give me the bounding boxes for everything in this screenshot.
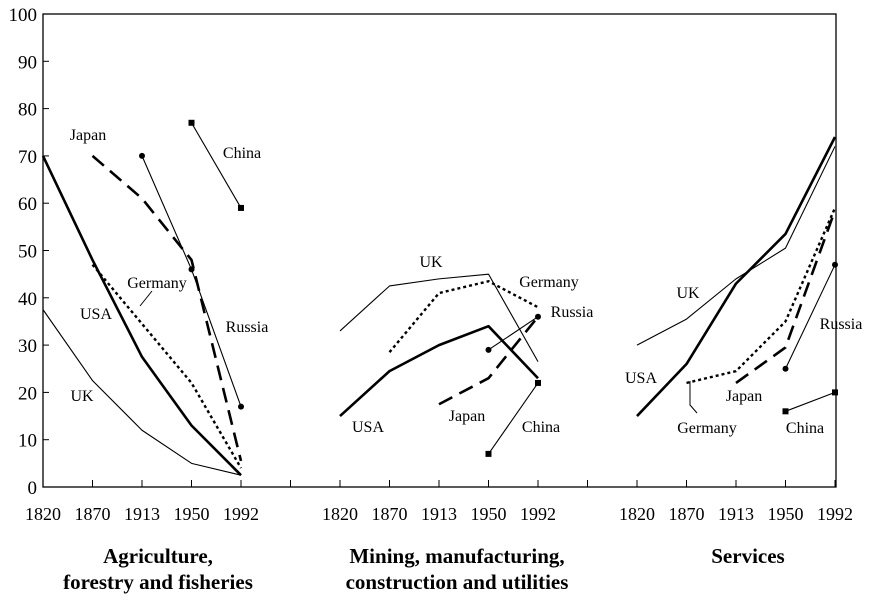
x-tick-label: 1950 [471, 504, 507, 524]
point-marker-china [485, 450, 492, 457]
y-tick-label: 80 [18, 100, 37, 121]
point-marker-china [782, 408, 789, 415]
x-tick-label: 1820 [619, 504, 655, 524]
series-label-uk: UK [70, 388, 94, 405]
series-line-germany [91, 263, 243, 469]
series-line-japan [735, 209, 837, 384]
label-leader-line [689, 381, 698, 414]
point-marker-russia [485, 346, 492, 353]
x-tick-label: 1950 [174, 504, 210, 524]
y-axis: 0 10 20 30 40 50 60 70 80 90 100 [9, 5, 49, 499]
x-tick-label: 1913 [124, 504, 160, 524]
y-tick-label: 20 [18, 383, 37, 404]
point-marker-russia [535, 313, 541, 320]
x-axis-ticks: 1820 1870 1913 1950 1992 1820 1870 1913 1950 1992… [25, 480, 853, 524]
y-tick-label: 70 [18, 147, 37, 168]
series-label-germany: Germany [677, 420, 737, 437]
y-tick-label: 10 [18, 431, 37, 452]
series-label-uk: UK [676, 285, 700, 302]
x-tick-label: 1992 [520, 504, 556, 524]
panel-title-line: forestry and fisheries [63, 570, 253, 594]
point-marker-russia [188, 266, 195, 273]
point-marker-russia [782, 365, 789, 372]
x-tick-label: 1950 [768, 504, 804, 524]
y-tick-label: 60 [18, 194, 37, 215]
y-tick-label: 0 [28, 478, 38, 499]
series-labels: Japan Germany USA UK China Russia UK Germany Rus… [70, 127, 863, 437]
series-line-japan [91, 154, 243, 462]
point-marker-china [188, 119, 195, 126]
series-label-germany: Germany [127, 275, 187, 292]
y-tick-label: 50 [18, 242, 37, 263]
series-label-usa: USA [625, 370, 657, 387]
series-layer [41, 119, 838, 477]
x-tick-label: 1870 [372, 504, 408, 524]
series-label-japan: Japan [449, 408, 485, 425]
series-label-usa: USA [80, 306, 112, 323]
series-line-russia [785, 264, 836, 369]
series-line-russia [488, 316, 539, 351]
point-marker-russia [832, 261, 838, 268]
x-tick-label: 1820 [322, 504, 358, 524]
x-tick-label: 1870 [669, 504, 705, 524]
series-line-china [191, 122, 242, 209]
panel-title-line: Services [711, 544, 784, 568]
y-tick-label: 40 [18, 289, 37, 310]
panel-title-line: construction and utilities [346, 570, 569, 594]
x-tick-label: 1992 [817, 504, 853, 524]
series-label-russia: Russia [226, 319, 269, 336]
series-line-usa [41, 155, 242, 477]
panel-title-line: Agriculture, [103, 544, 213, 568]
label-leader-line [139, 290, 153, 307]
series-label-russia: Russia [820, 316, 863, 333]
point-marker-china [238, 204, 244, 211]
series-label-japan: Japan [70, 127, 106, 144]
series-line-china [785, 391, 836, 412]
series-line-usa [339, 324, 539, 418]
x-tick-label: 1820 [25, 504, 61, 524]
series-line-china [488, 382, 539, 455]
series-line-uk [42, 309, 242, 476]
plot-frame [42, 13, 837, 488]
series-line-germany [686, 207, 837, 385]
series-label-china: China [522, 419, 560, 436]
panel-titles: Agriculture,forestry and fisheries Mining… [63, 544, 785, 594]
series-line-japan [438, 315, 540, 406]
panel-title-line: Mining, manufacturing, [349, 544, 564, 568]
point-marker-china [535, 379, 541, 386]
point-marker-russia [139, 152, 145, 159]
point-marker-china [832, 389, 838, 396]
x-tick-label: 1913 [718, 504, 754, 524]
series-label-china: China [223, 145, 261, 162]
series-label-russia: Russia [551, 304, 594, 321]
series-line-uk [636, 146, 836, 346]
series-line-usa [636, 136, 837, 417]
series-line-uk [339, 273, 539, 362]
y-tick-label: 90 [18, 52, 37, 73]
point-marker-russia [238, 403, 244, 410]
series-label-japan: Japan [726, 388, 762, 405]
x-tick-label: 1870 [75, 504, 111, 524]
y-tick-label: 100 [9, 5, 38, 26]
y-tick-label: 30 [18, 336, 37, 357]
series-label-uk: UK [419, 254, 443, 271]
series-label-china: China [786, 420, 824, 437]
series-label-germany: Germany [519, 274, 579, 291]
x-tick-label: 1913 [421, 504, 457, 524]
x-tick-label: 1992 [223, 504, 259, 524]
series-line-germany [388, 280, 539, 353]
series-label-usa: USA [352, 419, 384, 436]
